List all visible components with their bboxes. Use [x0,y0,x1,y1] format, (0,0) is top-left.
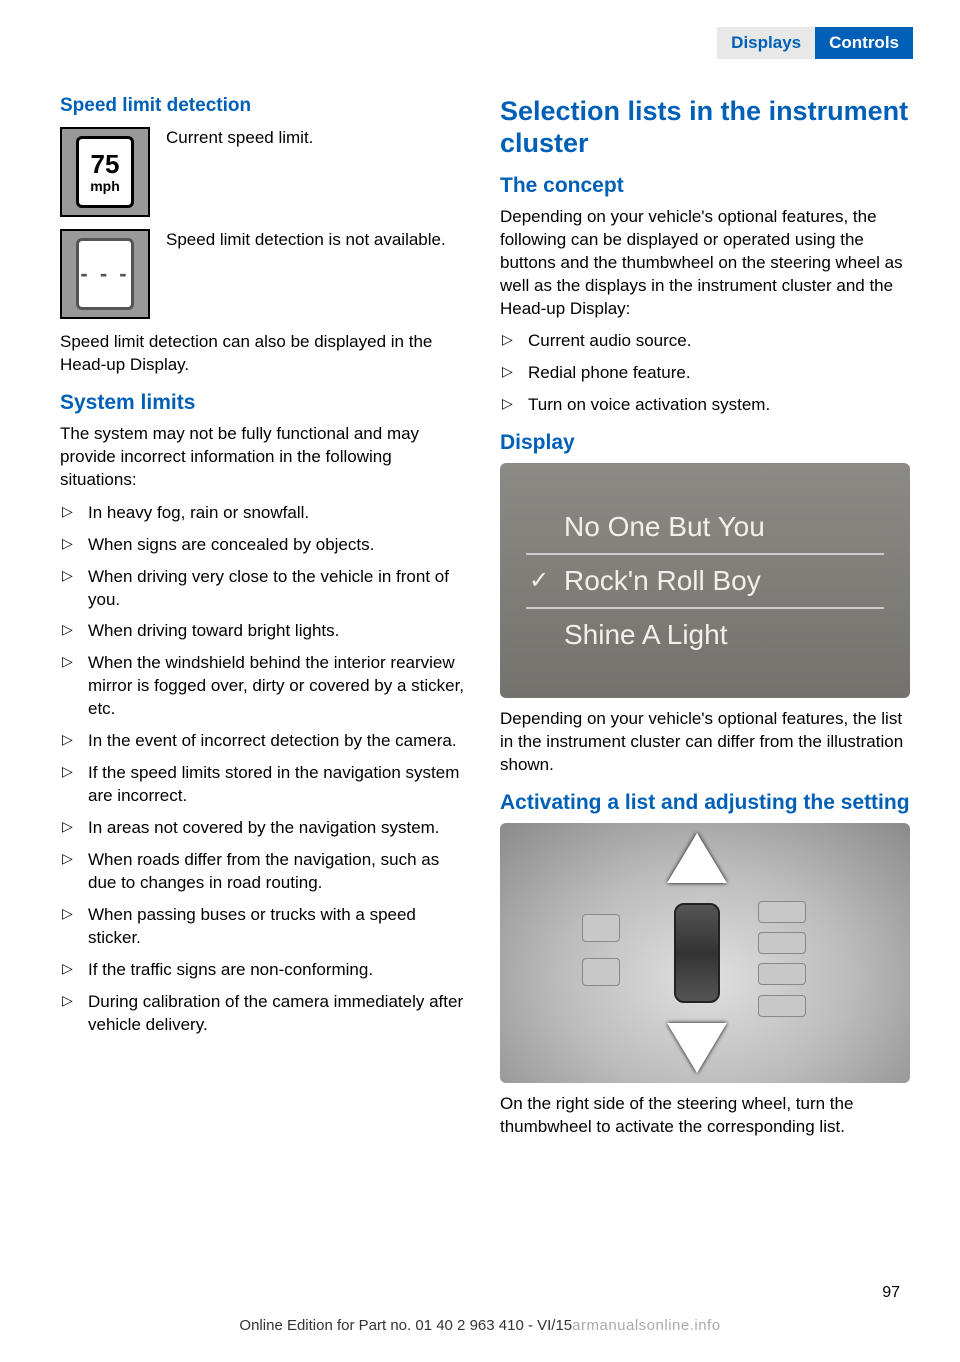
arrow-down-icon [667,1023,727,1073]
list-item: When passing buses or trucks with a spee… [60,904,470,950]
blank-icon [526,513,552,541]
concept-text: Depending on your vehicle's optional fea… [500,206,910,321]
display-heading: Display [500,431,910,455]
right-column: Selection lists in the instrument cluste… [500,95,910,1149]
steering-button-pad [758,932,806,954]
list-item: In the event of incorrect detection by t… [60,730,470,753]
watermark-text: armanualsonline.info [572,1317,720,1334]
check-icon: ✓ [526,566,552,595]
blank-icon [526,621,552,649]
speed-limit-unavailable-icon: - - - [60,229,150,319]
list-item: Redial phone feature. [500,362,910,385]
tab-controls: Controls [815,27,913,59]
not-available-text: Speed limit detection is not available. [166,229,446,252]
list-item: When signs are concealed by objects. [60,534,470,557]
system-limits-list: In heavy fog, rain or snowfall. When sig… [60,502,470,1037]
concept-heading: The concept [500,174,910,198]
footer: Online Edition for Part no. 01 40 2 963 … [0,1317,960,1334]
left-column: Speed limit detection 75 mph Current spe… [60,95,470,1149]
display-row-text: No One But You [564,511,765,543]
speed-number: 75 [91,151,120,177]
list-item: During calibration of the camera immedia… [60,991,470,1037]
speed-unit: mph [90,179,120,193]
speed-sign: 75 mph [76,136,134,208]
concept-list: Current audio source. Redial phone featu… [500,330,910,417]
display-row: No One But You [526,505,884,549]
arrow-up-icon [667,833,727,883]
thumbwheel-icon [674,903,720,1003]
speed-limit-75-icon: 75 mph [60,127,150,217]
display-row-text: Rock'n Roll Boy [564,565,761,597]
steering-button-pad [582,958,620,986]
steering-button-pad [758,995,806,1017]
display-caption: Depending on your vehicle's optional fea… [500,708,910,777]
footer-text: Online Edition for Part no. 01 40 2 963 … [239,1317,572,1334]
steering-button-pad [582,914,620,942]
list-item: Current audio source. [500,330,910,353]
page-content: Speed limit detection 75 mph Current spe… [60,95,910,1149]
activating-caption: On the right side of the steering wheel,… [500,1093,910,1139]
display-row-active: ✓ Rock'n Roll Boy [526,553,884,609]
tab-displays: Displays [717,27,815,59]
list-item: Turn on voice activation system. [500,394,910,417]
speed-limit-heading: Speed limit detection [60,95,470,117]
display-row: Shine A Light [526,613,884,657]
steering-wheel-thumbwheel-illustration [500,823,910,1083]
list-item: When the windshield behind the interior … [60,652,470,721]
system-limits-heading: System limits [60,391,470,415]
list-item: In areas not covered by the navigation s… [60,817,470,840]
activating-heading: Activating a list and adjusting the sett… [500,791,910,815]
speed-limit-icon-row: 75 mph Current speed limit. [60,127,470,217]
header-tabs: Displays Controls [717,27,913,59]
dash-sign: - - - [76,238,134,310]
list-item: When driving very close to the vehicle i… [60,566,470,612]
current-limit-text: Current speed limit. [166,127,313,150]
list-item: In heavy fog, rain or snowfall. [60,502,470,525]
display-row-text: Shine A Light [564,619,727,651]
hud-text: Speed limit detection can also be displa… [60,331,470,377]
steering-button-pad [758,901,806,923]
list-item: If the speed limits stored in the naviga… [60,762,470,808]
list-item: When driving toward bright lights. [60,620,470,643]
not-available-icon-row: - - - Speed limit detection is not avail… [60,229,470,319]
list-item: If the traffic signs are non-conforming. [60,959,470,982]
selection-lists-heading: Selection lists in the instrument cluste… [500,95,910,160]
system-limits-intro: The system may not be fully functional a… [60,423,470,492]
page-number: 97 [882,1284,900,1302]
instrument-cluster-display-illustration: No One But You ✓ Rock'n Roll Boy Shine A… [500,463,910,698]
steering-button-pad [758,963,806,985]
list-item: When roads differ from the navigation, s… [60,849,470,895]
